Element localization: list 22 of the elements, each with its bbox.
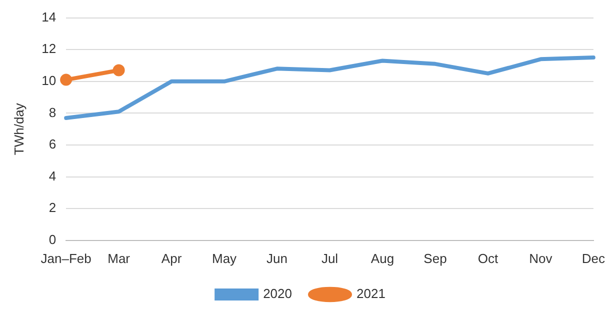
y-tick-label: 2 <box>48 200 56 216</box>
y-tick-label: 8 <box>48 104 56 120</box>
x-tick-label: Sep <box>424 250 447 266</box>
y-tick-label: 6 <box>48 136 56 152</box>
x-tick-label: Jun <box>266 250 288 266</box>
y-tick-label: 4 <box>48 168 56 184</box>
x-tick-label: Apr <box>161 250 182 266</box>
y-tick-label: 10 <box>42 72 56 88</box>
legend-label: 2020 <box>263 286 292 302</box>
x-tick-label: May <box>212 250 238 266</box>
x-tick-label: Aug <box>370 250 394 266</box>
y-tick-label: 0 <box>48 232 56 247</box>
x-tick-label: Nov <box>529 250 553 266</box>
y-tick-label: 12 <box>42 41 56 56</box>
x-tick-label: Mar <box>108 250 131 266</box>
y-tick-label: 14 <box>42 9 56 24</box>
x-tick-label: Dec <box>582 250 606 266</box>
x-tick-label: Jul <box>321 250 338 266</box>
x-tick-label: Oct <box>478 250 498 266</box>
y-axis-title: TWh/day <box>11 102 26 156</box>
legend-label: 2021 <box>356 286 386 302</box>
x-tick-label: Jan–Feb <box>40 250 92 266</box>
